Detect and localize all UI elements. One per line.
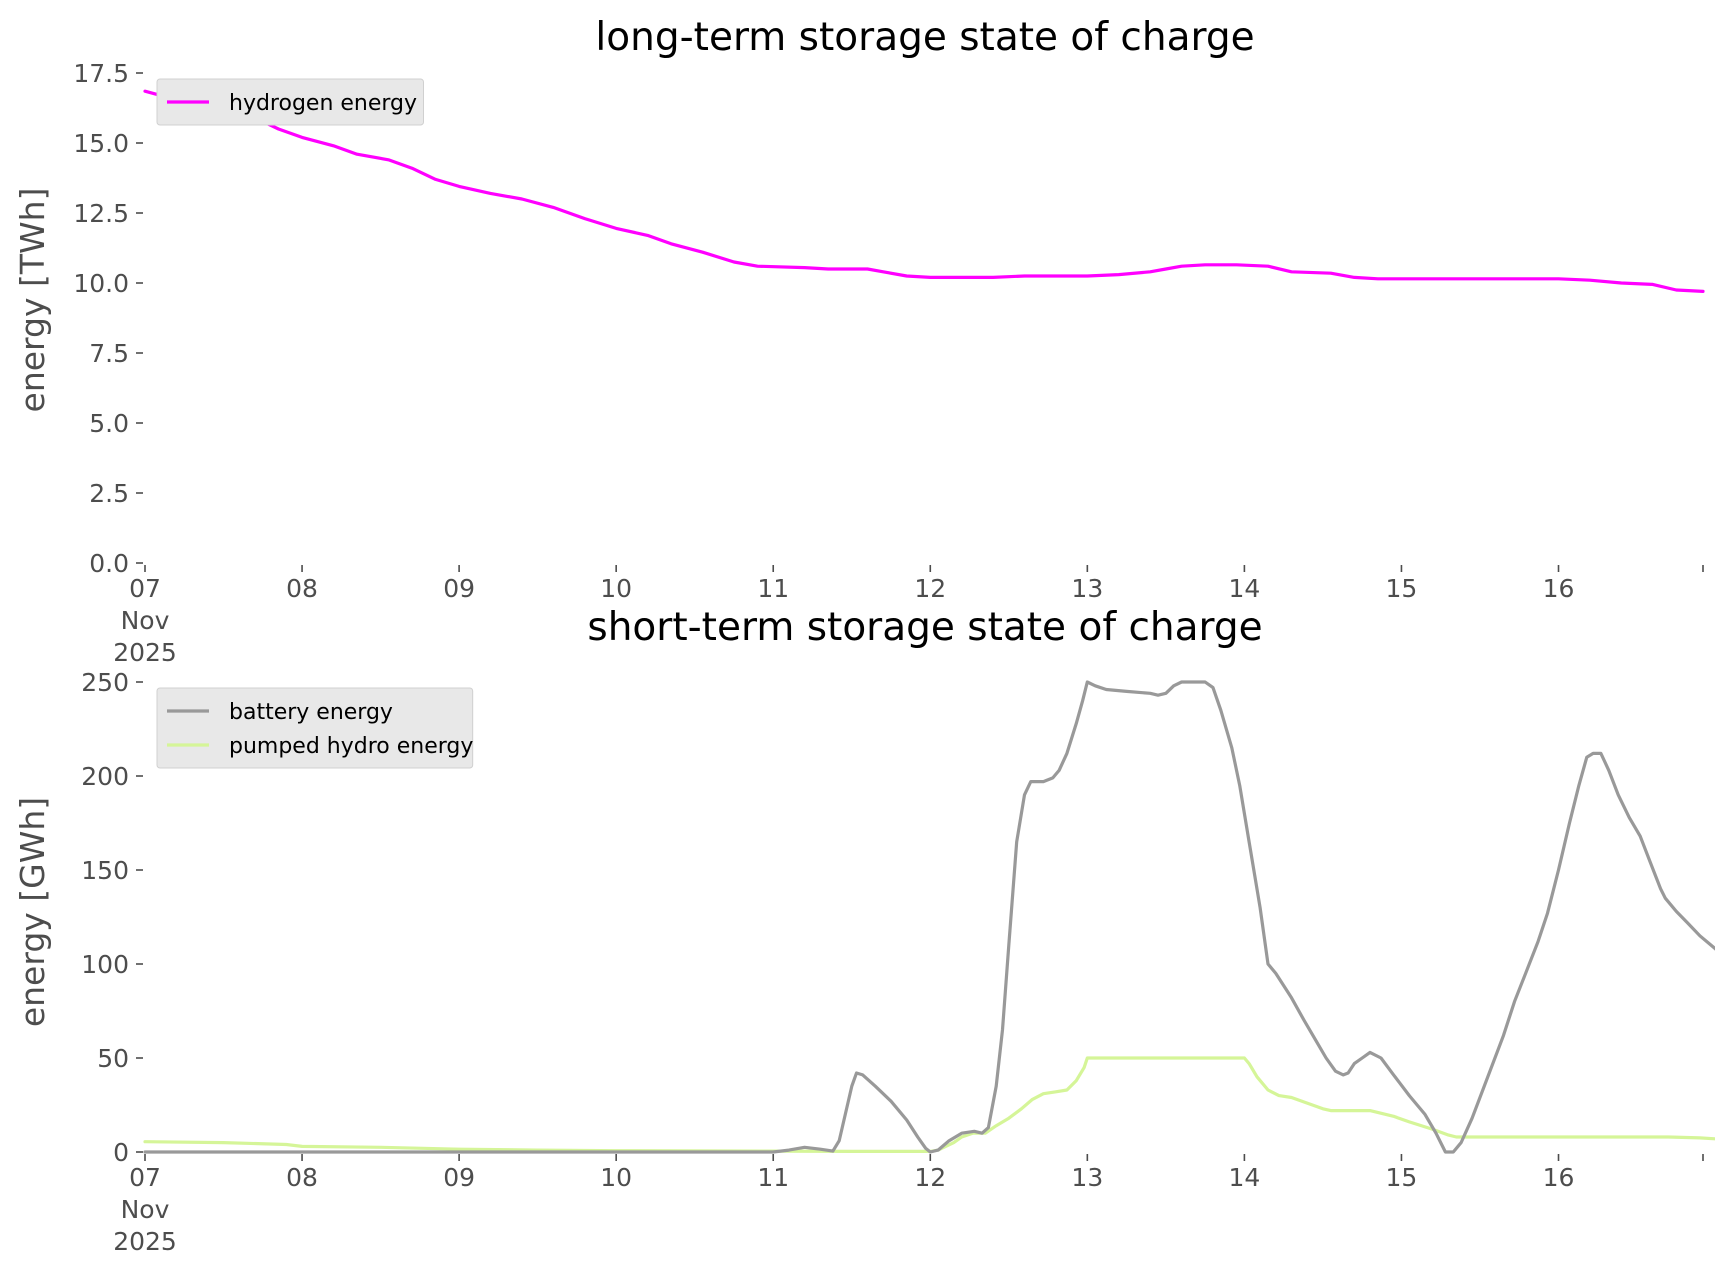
y-tick-label: 5.0 [89, 409, 129, 438]
pumped-hydro-energy-line [143, 1056, 1715, 1153]
y-tick-label: 250 [81, 668, 129, 697]
hydrogen-energy-line [143, 89, 1705, 293]
legend-box [156, 687, 474, 769]
x-axis: 07 Nov 2025 08 09 10 11 12 13 14 15 16 [113, 1154, 1704, 1256]
x-tick-label: 12 [914, 1163, 946, 1192]
x-tick-label: 15 [1386, 574, 1418, 603]
short-term-chart: short-term storage state of charge energ… [13, 605, 1715, 1256]
x-tick-label: 16 [1543, 1163, 1575, 1192]
x-tick-sublabel: 2025 [113, 638, 177, 667]
legend: battery energy pumped hydro energy [156, 687, 474, 769]
y-axis: 0.0 2.5 5.0 7.5 10.0 12.5 15.0 17.5 [73, 59, 143, 578]
battery-energy-line [143, 680, 1715, 1154]
legend-label: hydrogen energy [229, 91, 417, 116]
legend-box [156, 78, 424, 126]
plot-area [143, 89, 1705, 293]
y-tick-label: 200 [81, 762, 129, 791]
x-tick-label: 15 [1386, 1163, 1418, 1192]
x-tick-label: 14 [1228, 574, 1260, 603]
x-tick-label: 14 [1228, 1163, 1260, 1192]
legend-label: pumped hydro energy [229, 734, 473, 759]
x-tick-sublabel: 2025 [113, 1227, 177, 1256]
y-tick-label: 17.5 [73, 59, 129, 88]
x-tick-label: 07 [129, 574, 161, 603]
x-tick-label: 12 [914, 574, 946, 603]
x-tick-label: 13 [1071, 1163, 1103, 1192]
x-tick-sublabel: Nov [121, 1195, 170, 1224]
y-tick-label: 12.5 [73, 199, 129, 228]
x-tick-label: 10 [600, 574, 632, 603]
y-tick-label: 7.5 [89, 339, 129, 368]
x-tick-label: 13 [1071, 574, 1103, 603]
y-axis-label: energy [GWh] [13, 797, 52, 1027]
long-term-chart: long-term storage state of charge energy… [13, 15, 1705, 667]
legend-label: battery energy [229, 700, 393, 725]
y-tick-label: 0 [113, 1138, 129, 1167]
x-tick-label: 10 [600, 1163, 632, 1192]
x-tick-sublabel: Nov [121, 606, 170, 635]
x-tick-label: 11 [757, 1163, 789, 1192]
y-tick-label: 15.0 [73, 129, 129, 158]
plot-area [143, 680, 1715, 1154]
y-axis: 0 50 100 150 200 250 [81, 668, 143, 1167]
x-tick-label: 11 [757, 574, 789, 603]
chart-title: long-term storage state of charge [595, 15, 1254, 60]
x-tick-label: 09 [443, 574, 475, 603]
y-axis-label: energy [TWh] [13, 188, 52, 413]
legend: hydrogen energy [156, 78, 424, 126]
x-tick-label: 08 [286, 1163, 318, 1192]
y-tick-label: 100 [81, 950, 129, 979]
x-tick-label: 08 [286, 574, 318, 603]
y-tick-label: 50 [97, 1044, 129, 1073]
chart-title: short-term storage state of charge [587, 605, 1262, 650]
x-tick-label: 07 [129, 1163, 161, 1192]
x-tick-label: 16 [1543, 574, 1575, 603]
y-tick-label: 0.0 [89, 549, 129, 578]
y-tick-label: 150 [81, 856, 129, 885]
x-axis: 07 Nov 2025 08 09 10 11 12 13 14 15 16 [113, 565, 1704, 667]
y-tick-label: 10.0 [73, 269, 129, 298]
y-tick-label: 2.5 [89, 479, 129, 508]
x-tick-label: 09 [443, 1163, 475, 1192]
